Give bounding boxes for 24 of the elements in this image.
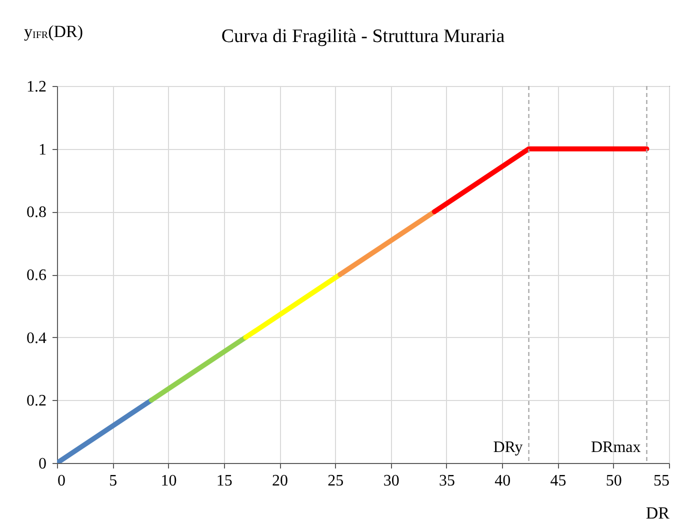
- ref-line-label: DRy: [493, 439, 523, 456]
- chart-title: Curva di Fragilità - Struttura Muraria: [221, 26, 506, 47]
- x-tick-label: 20: [272, 472, 288, 490]
- y-axis-title: y$_{IFR}$(DR): [24, 22, 84, 42]
- x-tick-label: 35: [438, 472, 455, 490]
- x-tick-label: 0: [58, 472, 66, 490]
- x-tick-label: 15: [216, 472, 232, 490]
- x-tick-label: 30: [383, 472, 400, 490]
- x-axis-title: DR: [646, 504, 670, 519]
- y-tick-label: 0.6: [26, 267, 46, 284]
- x-tick-label: 5: [109, 472, 118, 490]
- x-tick-label: 50: [606, 472, 622, 490]
- x-tick-label: 45: [550, 472, 566, 490]
- y-tick-label: 0: [38, 456, 46, 472]
- x-tick-label: 25: [328, 472, 344, 490]
- x-tick-label: 10: [160, 472, 177, 490]
- y-tick-label: 0.8: [26, 204, 46, 222]
- x-tick-label: 40: [494, 472, 511, 490]
- y-tick-label: 1: [38, 141, 46, 158]
- y-tick-label: 0.4: [26, 330, 46, 347]
- x-tick-label: 55: [654, 472, 670, 490]
- ref-line-label: DRmax: [590, 439, 641, 456]
- y-tick-label: 0.2: [26, 392, 46, 410]
- y-tick-label: 1.2: [26, 78, 46, 96]
